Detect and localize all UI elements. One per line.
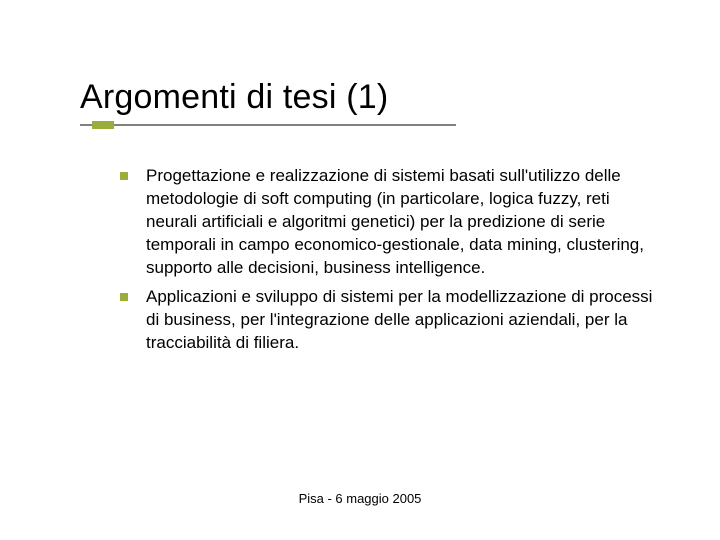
- bullet-icon: [120, 172, 128, 180]
- list-item: Progettazione e realizzazione di sistemi…: [120, 165, 660, 280]
- slide: Argomenti di tesi (1) Progettazione e re…: [0, 0, 720, 540]
- bullet-icon: [120, 293, 128, 301]
- title-underline: [80, 124, 456, 126]
- list-item: Applicazioni e sviluppo di sistemi per l…: [120, 286, 660, 355]
- bullet-text: Applicazioni e sviluppo di sistemi per l…: [146, 286, 660, 355]
- bullet-list: Progettazione e realizzazione di sistemi…: [120, 165, 660, 361]
- bullet-text: Progettazione e realizzazione di sistemi…: [146, 165, 660, 280]
- title-wrap: Argomenti di tesi (1): [80, 78, 388, 117]
- slide-title: Argomenti di tesi (1): [80, 78, 388, 117]
- slide-footer: Pisa - 6 maggio 2005: [0, 491, 720, 506]
- title-accent: [92, 121, 114, 129]
